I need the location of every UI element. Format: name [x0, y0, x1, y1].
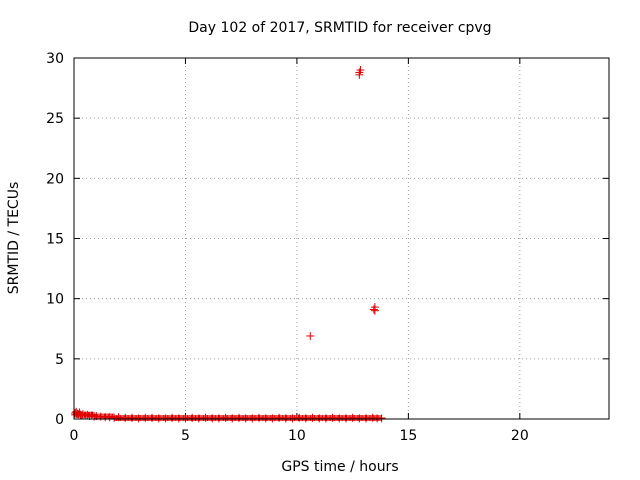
data-point [355, 70, 364, 79]
x-tick-label: 5 [181, 428, 190, 444]
y-axis-label: SRMTID / TECUs [6, 182, 22, 295]
chart-title: Day 102 of 2017, SRMTID for receiver cpv… [188, 20, 491, 36]
x-tick-label: 20 [511, 428, 529, 444]
data-point [114, 413, 123, 422]
dense-point-band [71, 411, 386, 422]
y-tick-label: 0 [55, 412, 64, 428]
data-point [370, 306, 379, 315]
x-tick-label: 15 [399, 428, 417, 444]
y-tick-label: 15 [46, 232, 64, 248]
y-tick-label: 30 [46, 51, 64, 67]
x-axis-label: GPS time / hours [281, 459, 398, 475]
data-points [71, 66, 386, 423]
y-tick-label: 20 [46, 171, 64, 187]
y-tick-label: 5 [55, 352, 64, 368]
data-point [306, 331, 315, 340]
plot-frame [73, 57, 610, 420]
y-tick-label: 25 [46, 111, 64, 127]
grid-lines [74, 58, 609, 419]
x-tick-label: 10 [288, 428, 306, 444]
data-point [356, 66, 365, 75]
x-axis-ticks: 0 5 10 15 20 [70, 58, 529, 444]
x-tick-label: 0 [70, 428, 79, 444]
y-tick-label: 10 [46, 292, 64, 308]
y-axis-ticks: 0 5 10 15 20 25 30 [46, 51, 609, 428]
